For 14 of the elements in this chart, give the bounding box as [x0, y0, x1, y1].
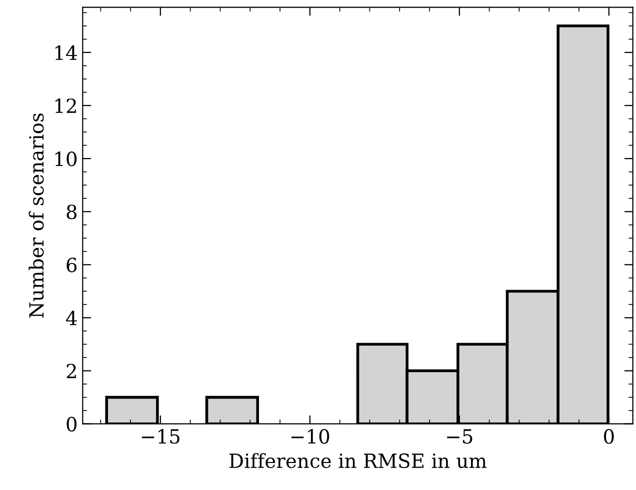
y-tick-label: 0 — [66, 416, 77, 432]
y-tick-label: 6 — [66, 258, 77, 272]
y-tick-label: 12 — [55, 98, 76, 113]
x-tick-label: 0 — [604, 429, 614, 444]
y-axis-title: Number of scenarios — [28, 114, 44, 318]
y-tick-label: 8 — [66, 204, 77, 220]
x-tick-label: −5 — [447, 429, 472, 444]
x-tick-label: −15 — [142, 429, 180, 444]
x-tick-label: −10 — [291, 429, 330, 444]
y-tick-label: 14 — [55, 45, 77, 60]
y-tick-label: 2 — [66, 364, 76, 378]
y-tick-label: 10 — [55, 152, 77, 166]
x-axis-title: Difference in RMSE in um — [229, 453, 487, 468]
y-tick-label: 4 — [66, 310, 77, 326]
